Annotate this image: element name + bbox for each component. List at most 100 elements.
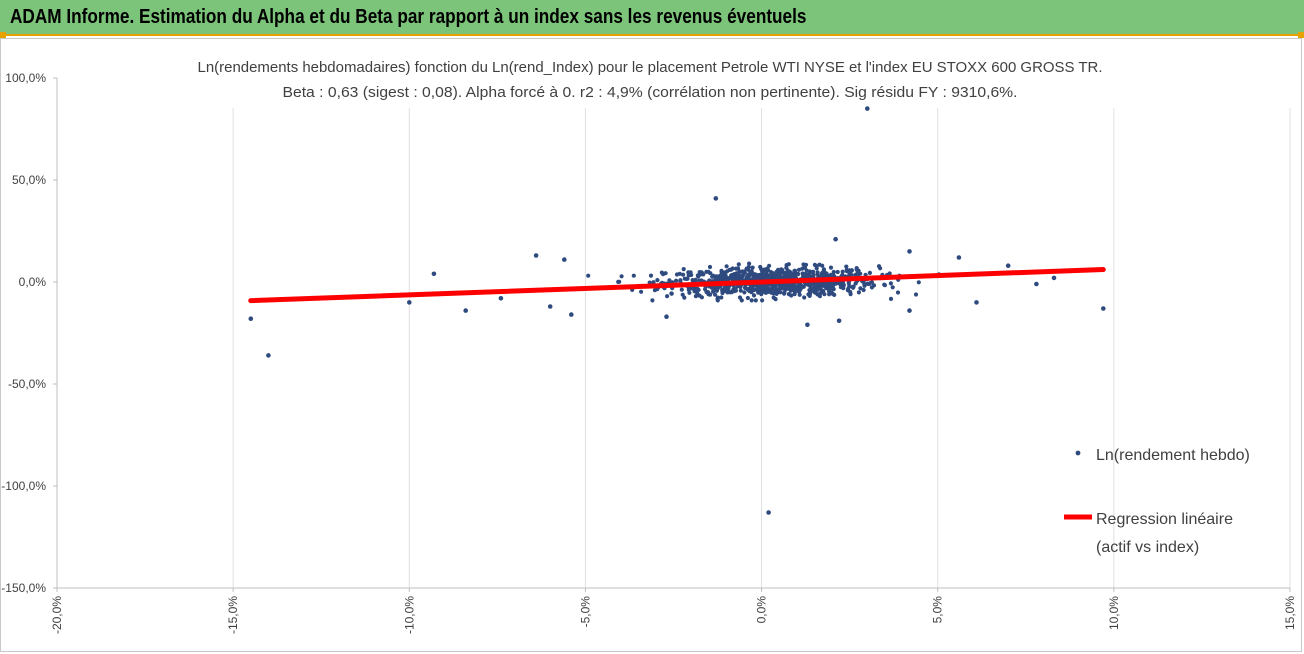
data-point — [746, 264, 751, 270]
data-point — [851, 285, 856, 290]
data-point — [463, 308, 469, 313]
legend-label-points: Ln(rendement hebdo) — [1096, 447, 1250, 464]
data-point — [824, 271, 829, 276]
data-point — [699, 270, 704, 275]
data-point — [719, 295, 724, 300]
regression-line — [248, 267, 1106, 304]
data-point — [776, 289, 782, 294]
data-point — [861, 287, 866, 293]
data-point — [677, 271, 682, 276]
data-point — [771, 283, 776, 289]
x-tick-label: 15,0% — [1283, 596, 1297, 630]
data-point — [652, 288, 658, 293]
data-point — [586, 273, 591, 278]
data-point — [867, 270, 873, 275]
data-point — [846, 281, 851, 286]
x-tick-label: -10,0% — [402, 596, 416, 634]
data-point — [707, 264, 713, 270]
data-point — [865, 106, 870, 111]
data-point — [794, 286, 799, 291]
data-point — [736, 262, 741, 267]
data-point — [708, 271, 713, 276]
data-point — [738, 288, 743, 293]
data-point — [266, 353, 271, 358]
y-tick-label: 0,0% — [19, 275, 47, 289]
data-point — [811, 269, 816, 274]
data-point — [808, 289, 814, 294]
data-point — [648, 273, 654, 278]
data-point — [765, 266, 770, 271]
data-point — [741, 270, 746, 275]
data-point — [856, 290, 862, 295]
data-point — [805, 322, 810, 328]
data-point — [664, 314, 669, 320]
data-point — [827, 292, 832, 297]
data-point — [674, 278, 679, 283]
data-point — [704, 269, 709, 274]
data-point — [815, 272, 820, 277]
data-point — [844, 264, 849, 269]
data-point — [803, 262, 809, 267]
data-point — [782, 272, 788, 277]
data-point — [720, 288, 725, 293]
y-tick-label: -100,0% — [1, 479, 46, 493]
data-point — [807, 269, 812, 274]
data-point — [729, 273, 734, 278]
data-point — [724, 264, 729, 269]
data-point — [782, 290, 787, 295]
data-point — [802, 273, 807, 278]
data-point — [956, 255, 962, 260]
data-point — [695, 273, 701, 278]
x-tick-label: -15,0% — [226, 596, 240, 634]
data-point — [756, 274, 761, 279]
data-point — [760, 298, 765, 303]
data-point — [821, 267, 827, 272]
data-point — [562, 257, 567, 262]
data-point — [742, 285, 748, 290]
data-point — [764, 290, 769, 295]
data-point — [763, 283, 768, 288]
data-point — [248, 316, 254, 322]
data-point — [854, 266, 859, 271]
data-point — [814, 266, 819, 271]
data-point — [796, 267, 802, 272]
corner-marker-left — [0, 32, 6, 38]
data-point — [801, 284, 806, 289]
axes — [53, 77, 1291, 592]
data-point — [813, 290, 818, 295]
y-tick-label: 100,0% — [5, 71, 46, 85]
data-point — [774, 270, 780, 275]
data-point — [858, 286, 863, 291]
data-point — [808, 284, 813, 289]
data-point — [650, 298, 655, 303]
y-tick-label: -150,0% — [1, 581, 46, 595]
banner-title: ADAM Informe. Estimation du Alpha et du … — [10, 6, 807, 28]
data-point — [754, 286, 759, 292]
vertical-gridlines — [232, 108, 1291, 588]
data-point — [836, 318, 842, 324]
data-point — [766, 510, 771, 515]
data-point — [888, 281, 894, 286]
data-point — [797, 292, 802, 297]
data-point — [725, 269, 730, 274]
data-point — [631, 273, 636, 278]
data-point — [849, 268, 854, 273]
y-tick-labels: 100,0% 50,0% 0,0% -50,0% -100,0% -150,0% — [1, 71, 46, 595]
data-point — [855, 271, 860, 276]
data-point — [533, 253, 539, 258]
data-point — [747, 261, 752, 266]
data-point — [841, 286, 846, 291]
data-point — [758, 285, 763, 290]
chart-title-line2: Beta : 0,63 (sigest : 0,08). Alpha forcé… — [283, 84, 1018, 101]
x-tick-label: -20,0% — [50, 596, 64, 634]
data-point — [1101, 306, 1106, 311]
corner-marker-right — [1298, 32, 1304, 38]
data-point — [663, 271, 668, 276]
data-point — [786, 262, 791, 267]
data-point — [780, 286, 785, 291]
data-point — [867, 281, 872, 287]
data-point — [703, 287, 708, 292]
header-banner: ADAM Informe. Estimation du Alpha et du … — [0, 0, 1304, 36]
legend-label-line-2: (actif vs index) — [1096, 539, 1199, 556]
